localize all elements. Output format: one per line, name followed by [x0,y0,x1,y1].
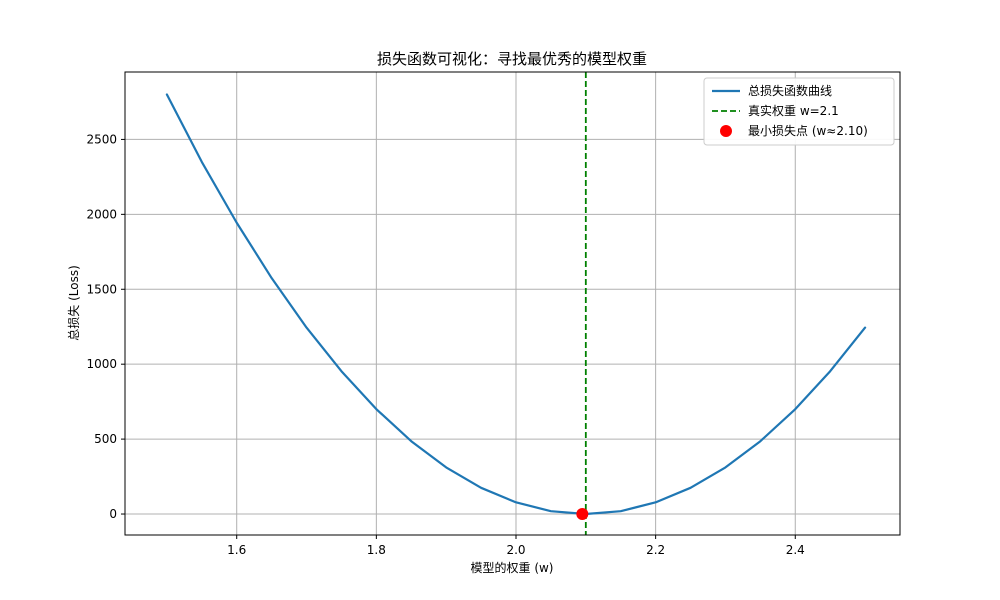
y-tick-label: 1000 [86,357,117,371]
plot-frame [124,71,901,536]
axis-ticks: 1.6 1.8 2.0 2.2 2.4 0 500 1000 1500 2000 2500 [86,132,804,557]
y-axis-label: 总损失 (Loss) [66,265,81,341]
plot-area [165,72,867,535]
min-loss-point [576,508,589,521]
legend: 总损失函数曲线 真实权重 w=2.1 最小损失点 (w≈2.10) [703,77,895,146]
legend-curve-label: 总损失函数曲线 [748,83,832,98]
legend-min-point-label: 最小损失点 (w≈2.10) [748,123,868,138]
y-tick-label: 0 [109,507,117,521]
x-tick-label: 2.4 [786,543,805,557]
x-tick-label: 1.6 [227,543,246,557]
chart-title: 损失函数可视化：寻找最优秀的模型权重 [377,50,647,68]
y-tick-label: 1500 [86,282,117,296]
y-tick-label: 2000 [86,207,117,221]
legend-min-point-swatch [720,125,732,137]
legend-box [703,77,895,146]
y-tick-label: 2500 [86,132,117,146]
x-tick-label: 1.8 [367,543,386,557]
x-tick-label: 2.2 [646,543,665,557]
loss-curve [165,93,867,516]
legend-true-line-label: 真实权重 w=2.1 [748,103,839,118]
y-tick-label: 500 [94,432,117,446]
x-axis-label: 模型的权重 (w) [471,560,554,575]
x-tick-label: 2.0 [506,543,525,557]
